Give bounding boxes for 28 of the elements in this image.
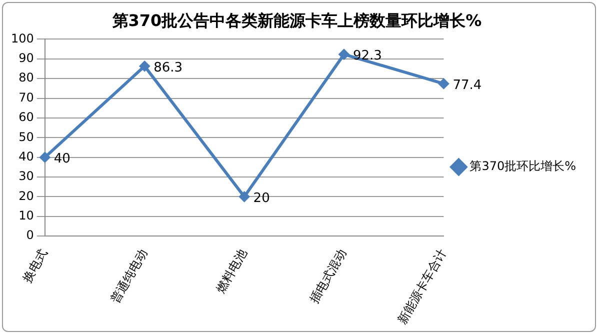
point (438, 78, 450, 90)
y-tick-label: 30 (18, 169, 34, 184)
data-label: 86.3 (154, 60, 183, 76)
y-tick-label: 0 (26, 228, 34, 242)
y-tick-label: 60 (18, 110, 34, 124)
data-label: 40 (54, 152, 70, 167)
y-tick-label: 80 (18, 70, 34, 85)
data-label: 77.4 (452, 78, 482, 94)
y-tick-label: 10 (18, 208, 34, 222)
y-tick-label: 70 (18, 90, 34, 104)
x-tick-label: 普通纯电动 (108, 246, 150, 306)
legend-label: 第370批环比增长% (470, 159, 576, 174)
point (338, 48, 350, 60)
y-tick-label: 40 (18, 149, 34, 164)
x-tick-label: 插电式混动 (307, 246, 350, 306)
y-tick-label: 20 (18, 188, 34, 203)
x-tick-label: 新能源卡车合计 (394, 246, 449, 326)
data-label: 92.3 (352, 48, 382, 64)
point (139, 60, 150, 72)
point (39, 152, 50, 163)
x-tick-label: 燃料电池 (213, 246, 250, 296)
point (238, 191, 250, 202)
x-tick-label: 换电式 (20, 246, 50, 285)
y-tick-label: 50 (18, 130, 34, 144)
y-tick-label: 90 (18, 51, 34, 66)
y-tick-label: 100 (11, 31, 34, 46)
data-label: 20 (253, 191, 270, 206)
chart-title: 第370批公告中各类新能源卡车上榜数量环比增长% (111, 10, 482, 30)
